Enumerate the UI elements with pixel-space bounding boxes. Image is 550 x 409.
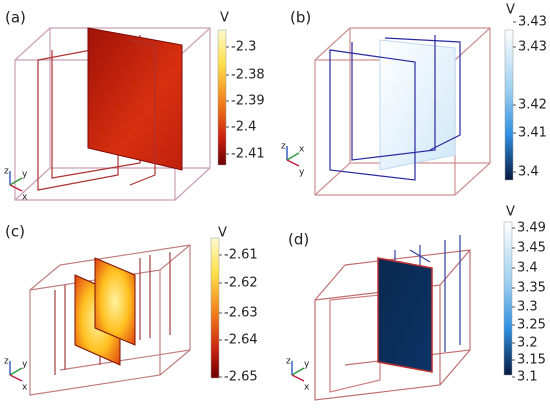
axis-label: y <box>304 360 310 370</box>
colorbar-tick-label: -2.61 <box>224 248 258 263</box>
panel-label: (d) <box>288 231 309 249</box>
colorbar-tick-label: 3.25 <box>517 318 546 333</box>
axis-label: z <box>4 357 9 367</box>
axis-label: x <box>304 383 310 393</box>
colorbar-unit: V <box>506 3 515 18</box>
panel-c-geometry <box>29 244 191 396</box>
axis-label: z <box>281 142 286 152</box>
colorbar-unit: V <box>506 205 515 220</box>
colorbar-tick-label: -2.65 <box>224 370 258 385</box>
colorbar-tick-label: -2.3 <box>231 40 256 55</box>
colorbar-tick-label: 3.35 <box>517 281 546 296</box>
colorbar-tick-label: -2.64 <box>224 333 258 348</box>
axis-arrow <box>291 367 305 376</box>
panel-b-geometry <box>314 27 491 196</box>
axis-label: z <box>4 167 9 177</box>
colorbar-tick-label: -2.41 <box>231 147 265 162</box>
panel-label: (b) <box>290 9 311 27</box>
colorbar-tick-label: 3.1 <box>517 370 538 385</box>
axis-arrow <box>286 159 300 167</box>
axis-label: z <box>286 357 291 367</box>
colorbar-tick-label: 3.49 <box>517 221 546 236</box>
panel-label: (c) <box>5 223 25 241</box>
colorbar <box>504 29 514 181</box>
colorbar <box>210 237 220 379</box>
axis-label: x <box>299 145 305 155</box>
axis-arrow <box>286 152 300 161</box>
colorbar-tick-label: 3.43 <box>518 40 547 55</box>
axis-label: x <box>22 193 28 203</box>
colorbar <box>217 29 227 166</box>
colorbar-tick-label: 3.4 <box>517 261 538 276</box>
panel-d-geometry <box>314 235 471 401</box>
colorbar-tick-label: 3.4 <box>518 165 539 180</box>
colorbar-unit: V <box>218 226 227 241</box>
axis-label: y <box>22 360 28 370</box>
axis-label: x <box>22 383 28 393</box>
colorbar-tick-label: -2.38 <box>231 68 265 83</box>
axis-arrow <box>291 374 305 382</box>
colorbar-tick-label: -2.63 <box>224 306 258 321</box>
colorbar-tick-label: -2.39 <box>231 94 265 109</box>
colorbar-tick-label: 3.41 <box>518 126 547 141</box>
axis-label: y <box>22 170 28 180</box>
axis-arrow <box>9 177 23 186</box>
colorbar-tick-label: 3.3 <box>517 300 538 315</box>
panel-a-geometry <box>14 27 211 201</box>
colorbar-unit: V <box>220 11 229 26</box>
axis-label: y <box>299 168 305 178</box>
colorbar-tick-label: 3.15 <box>517 353 546 368</box>
colorbar-tick-label: 3.42 <box>518 98 547 113</box>
colorbar-tick-label: 3.2 <box>517 336 538 351</box>
colorbar-tick-label: -2.4 <box>231 120 256 135</box>
colorbar <box>503 221 513 376</box>
axis-arrow <box>9 367 23 376</box>
colorbar-tick-label: -2.62 <box>224 276 258 291</box>
panel-label: (a) <box>5 9 26 27</box>
colorbar-tick-label: 3.43 <box>518 15 547 30</box>
axis-arrow <box>9 184 23 192</box>
axis-arrow <box>9 374 23 382</box>
colorbar-tick-label: 3.45 <box>517 241 546 256</box>
